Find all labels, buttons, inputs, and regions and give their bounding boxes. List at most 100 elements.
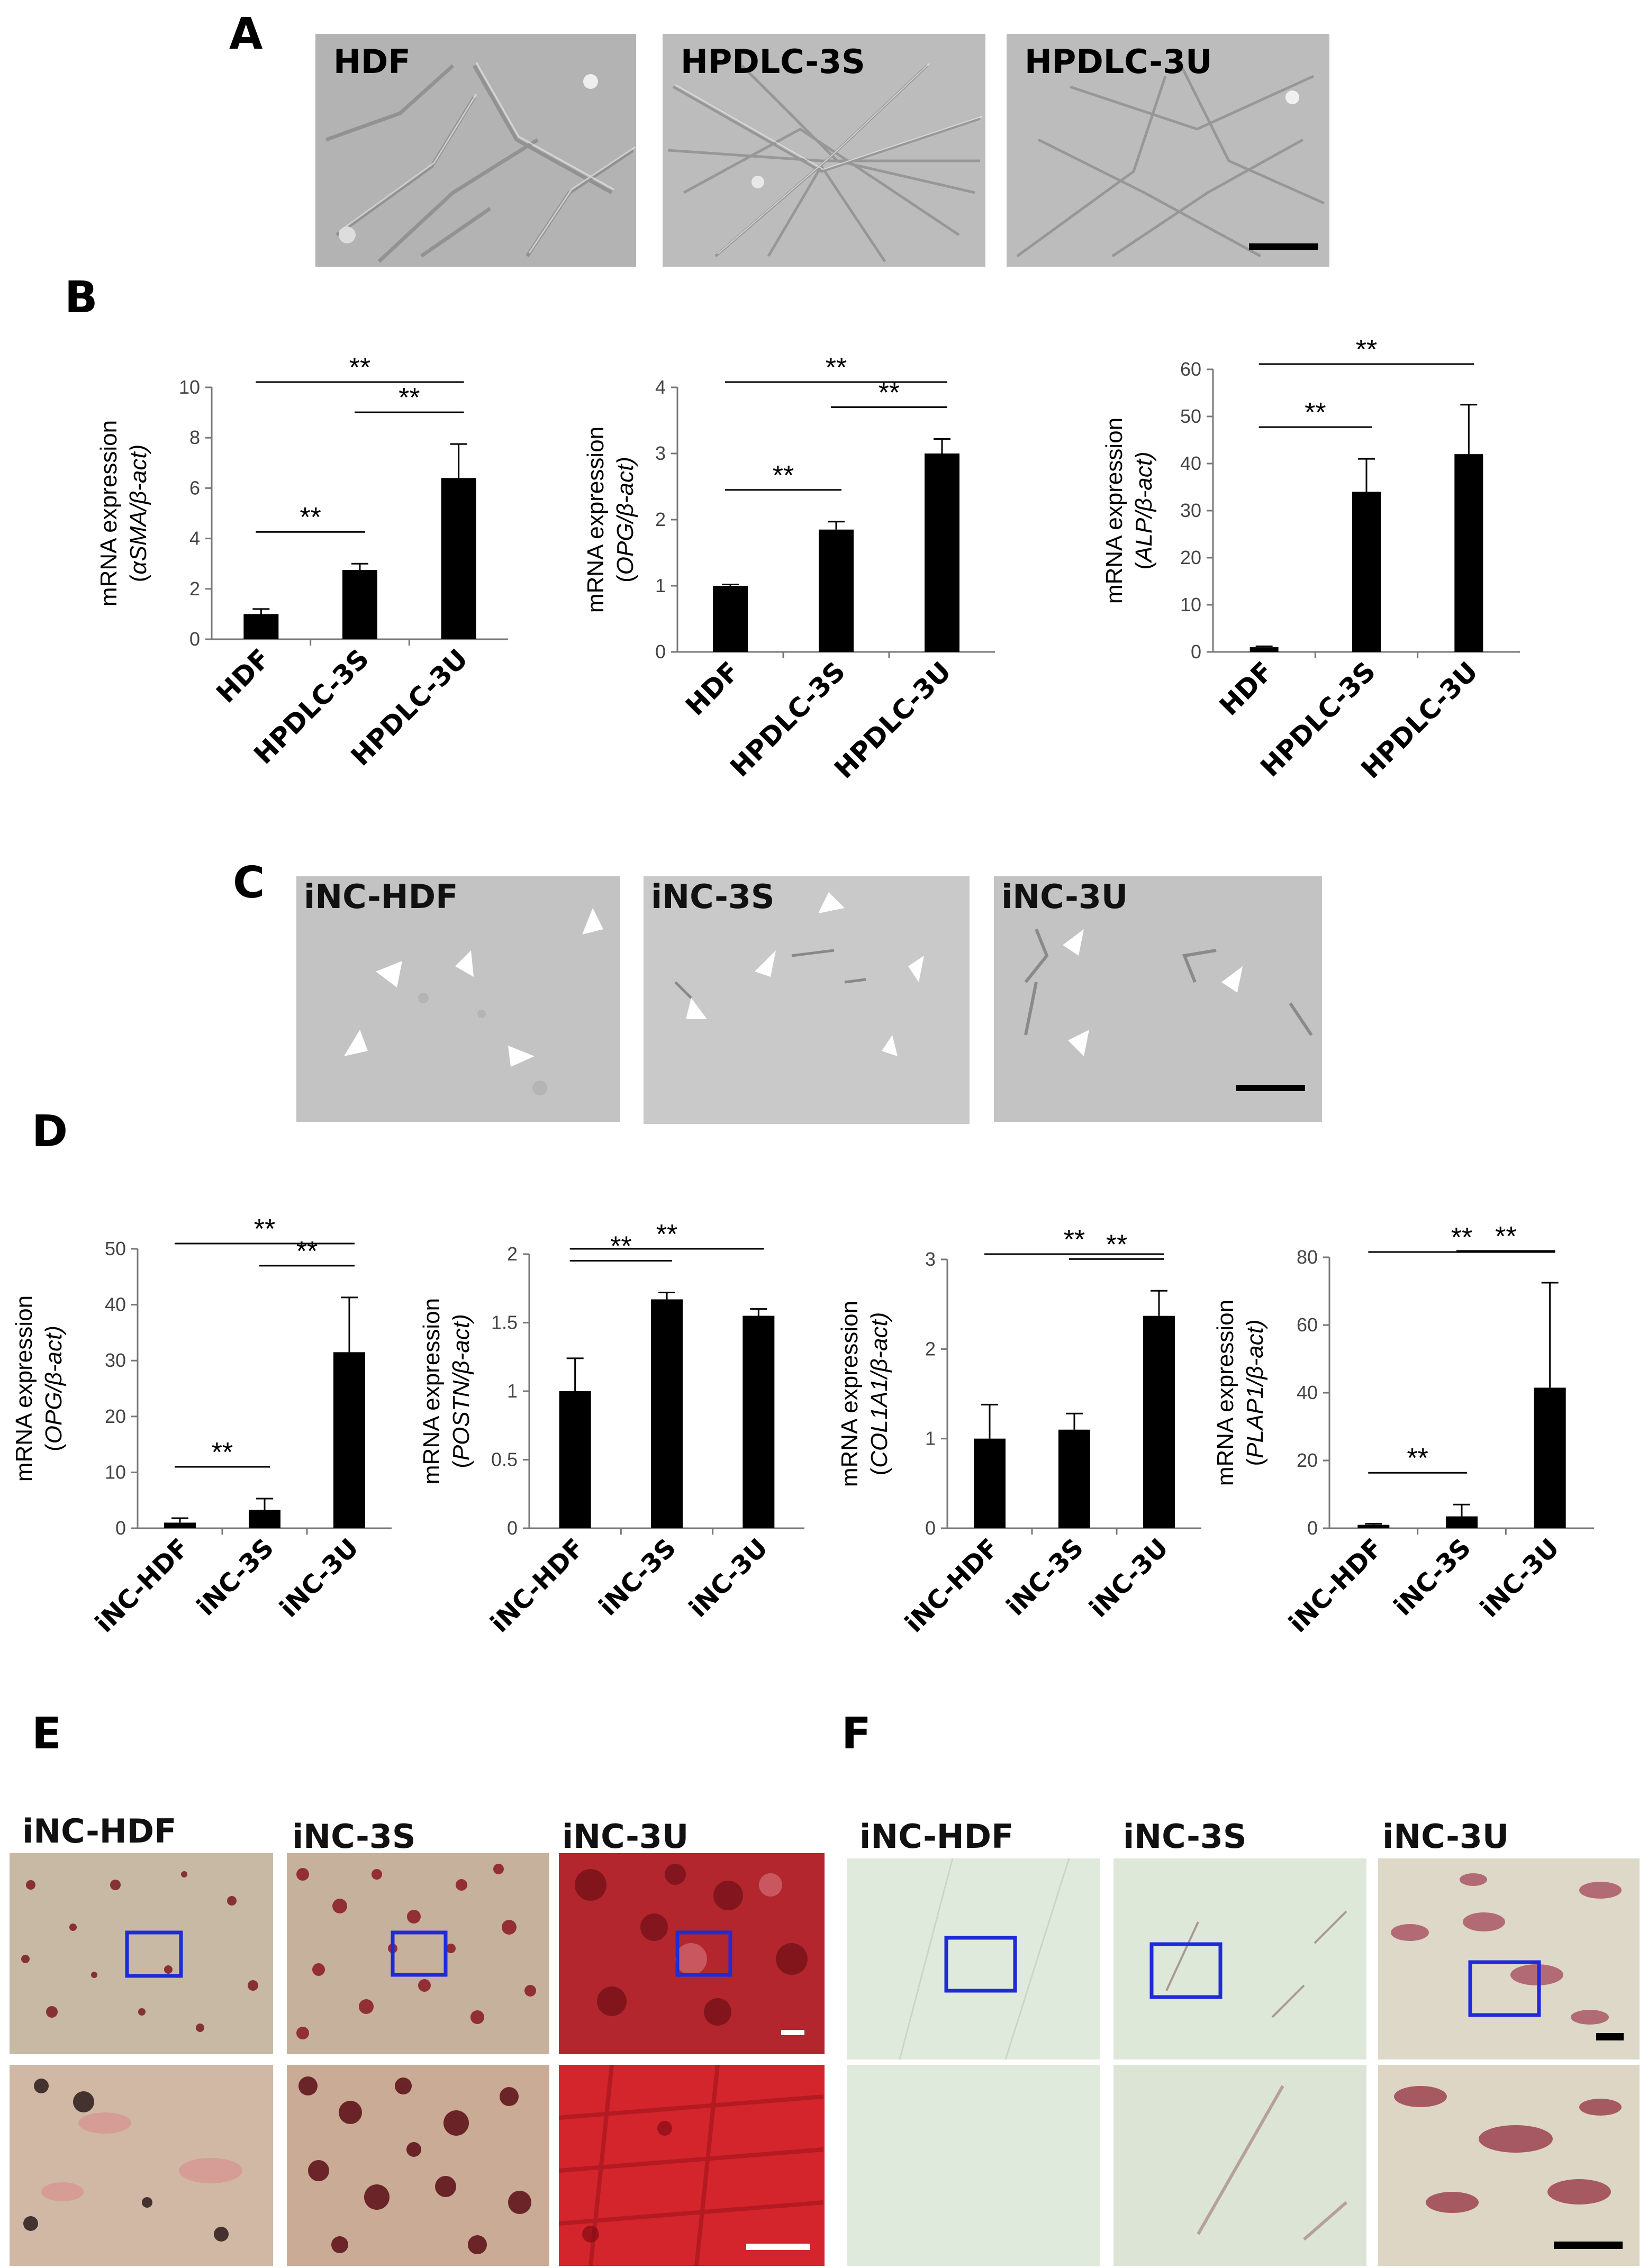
y-tick-label: 10 <box>179 376 200 398</box>
significance-label: ** <box>1356 334 1377 365</box>
category-label: HDF <box>680 656 745 721</box>
significance-label: ** <box>212 1437 233 1468</box>
y-tick-label: 0.5 <box>491 1449 518 1471</box>
y-tick-label: 50 <box>105 1238 126 1259</box>
y-tick-label: 30 <box>105 1349 126 1371</box>
significance-label: ** <box>610 1231 631 1262</box>
micrograph-inc-3u <box>994 876 1322 1122</box>
panel-letter-b: B <box>65 273 98 323</box>
significance-label: ** <box>773 460 794 491</box>
y-axis-label-gene: (ALP/β-act) <box>1131 451 1157 569</box>
alp-label-inc-3u: iNC-3U <box>1382 1817 1509 1856</box>
significance-label: ** <box>1451 1222 1472 1253</box>
micrograph-label-hpdlc-3s: HPDLC-3S <box>681 42 865 81</box>
y-tick-label: 8 <box>189 427 200 448</box>
significance-label: ** <box>656 1219 677 1250</box>
y-tick-label: 60 <box>1180 358 1201 380</box>
micrograph-inc-hdf <box>296 876 620 1122</box>
y-axis-label-open: ( <box>1242 1458 1268 1466</box>
category-label: iNC-HDF <box>485 1533 590 1638</box>
micrograph-label-inc-3s: iNC-3S <box>651 877 775 916</box>
significance-label: ** <box>349 352 370 383</box>
chart-d-postn: 0 0.5 1 1.5 2 iNC-HDF iNC-3S iNC-3U mRNA express… <box>419 1154 836 1683</box>
chart-d-opg: 0 10 20 30 40 50 iNC-HDF iNC-3S iNC-3U mRNA expre… <box>11 1154 423 1683</box>
y-axis-label-gene-name: ALP <box>1131 518 1157 564</box>
y-axis-label: mRNA expression <box>837 1301 863 1487</box>
bar <box>713 586 748 652</box>
alizarin-image-inc-3s <box>287 1853 549 2054</box>
bar <box>333 1352 365 1528</box>
alp-label-inc-hdf: iNC-HDF <box>859 1817 1014 1856</box>
panel-letter-e: E <box>32 1709 62 1759</box>
micrograph-hdf <box>315 34 636 267</box>
y-axis-label-open: ( <box>448 1460 474 1468</box>
y-axis-label-gene: (OPG/β-act) <box>41 1326 67 1451</box>
alizarin-inset-inc-3s <box>287 2065 549 2266</box>
category-label: iNC-3U <box>683 1533 774 1623</box>
y-tick-label: 0 <box>925 1517 936 1539</box>
y-tick-label: 40 <box>1297 1382 1318 1403</box>
bar <box>1058 1429 1090 1528</box>
significance-label: ** <box>1064 1224 1085 1255</box>
y-axis-label-norm: /β-act) <box>612 457 638 524</box>
significance-label: ** <box>399 383 420 413</box>
category-label: HDF <box>1214 656 1279 721</box>
micrograph-hpdlc-3s <box>663 34 985 267</box>
bar <box>243 614 279 639</box>
bar <box>819 529 854 652</box>
y-tick-label: 4 <box>189 528 200 549</box>
y-tick-label: 3 <box>925 1248 936 1270</box>
alp-image-inc-3s <box>1113 1858 1366 2060</box>
alizarin-inset-inc-3u <box>559 2065 825 2266</box>
bar <box>974 1438 1006 1528</box>
bar <box>559 1391 591 1528</box>
y-axis-label-norm: /β-act) <box>125 444 151 512</box>
y-tick-label: 60 <box>1297 1314 1318 1336</box>
y-tick-label: 2 <box>655 509 666 530</box>
y-tick-label: 2 <box>507 1243 518 1265</box>
y-tick-label: 1 <box>655 575 666 596</box>
panel-letter-c: C <box>233 858 265 908</box>
y-tick-label: 0 <box>655 641 666 663</box>
bar <box>1357 1525 1390 1528</box>
alp-inset-inc-hdf <box>847 2065 1100 2266</box>
alizarin-inset-inc-hdf <box>10 2065 273 2266</box>
y-axis-label-open: ( <box>125 574 151 582</box>
significance-label: ** <box>826 352 847 383</box>
y-axis-label-gene-name: COL1A1 <box>866 1378 892 1468</box>
y-axis-label-norm: /β-act) <box>448 1314 474 1382</box>
bar <box>1534 1387 1566 1528</box>
y-axis-label-norm: /β-act) <box>41 1326 67 1393</box>
stain-label-inc-hdf: iNC-HDF <box>22 1812 177 1850</box>
y-tick-label: 0 <box>115 1517 126 1539</box>
bar <box>441 478 476 639</box>
y-axis-label-gene: (αSMA/β-act) <box>125 444 151 582</box>
bar <box>1143 1316 1175 1528</box>
micrograph-inc-3s <box>644 876 970 1124</box>
alizarin-image-inc-3u <box>559 1853 825 2054</box>
bar <box>742 1316 775 1528</box>
micrograph-hpdlc-3u <box>1007 34 1329 267</box>
alp-label-inc-3s: iNC-3S <box>1123 1817 1247 1856</box>
bar <box>1446 1516 1478 1528</box>
bar <box>651 1299 683 1528</box>
micrograph-label-inc-hdf: iNC-HDF <box>304 877 458 916</box>
y-tick-label: 2 <box>189 578 200 600</box>
y-tick-label: 1 <box>925 1428 936 1449</box>
y-tick-label: 10 <box>1180 594 1201 615</box>
chart-d-col1a1: 0 1 2 3 iNC-HDF iNC-3S iNC-3U mRNA expression (C… <box>837 1154 1249 1683</box>
y-axis-label-norm: /β-act) <box>1242 1319 1268 1387</box>
alp-image-inc-3u <box>1378 1858 1640 2060</box>
y-axis-label-open: ( <box>1131 562 1157 570</box>
y-tick-label: 10 <box>105 1461 126 1483</box>
alp-inset-inc-3s <box>1113 2065 1366 2266</box>
chart-b-opg: 0 1 2 3 4 HDF HPDLC-3S HPDLC-3U mRNA expression(… <box>582 339 1090 841</box>
y-tick-label: 40 <box>1180 452 1201 474</box>
y-tick-label: 0 <box>189 628 200 650</box>
category-label: iNC-HDF <box>89 1533 195 1638</box>
y-axis-label: mRNA expression <box>96 420 122 606</box>
category-label: HDF <box>211 643 276 709</box>
y-tick-label: 1 <box>507 1380 518 1402</box>
category-label: iNC-3S <box>1388 1533 1477 1621</box>
significance-label: ** <box>296 1236 318 1267</box>
